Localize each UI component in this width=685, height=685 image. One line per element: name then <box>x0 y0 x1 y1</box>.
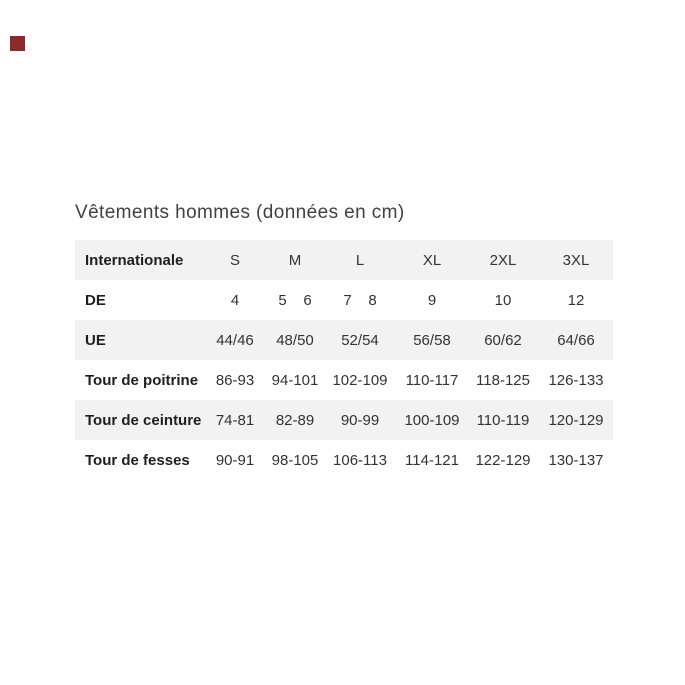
size-value-cell: L <box>355 251 365 269</box>
size-value-cell: 110-117 <box>405 371 459 389</box>
size-guide-section: Vêtements hommes (données en cm) Interna… <box>75 200 613 480</box>
size-value-cell: 56/58 <box>413 331 451 349</box>
row-label: Internationale <box>85 251 184 269</box>
row-label: Tour de ceinture <box>85 411 202 429</box>
size-value-cell: XL <box>422 251 442 269</box>
size-value-cell: 94-101 <box>271 371 319 389</box>
size-value-cell: 114-121 <box>405 451 459 469</box>
size-value-cell: 100-109 <box>404 411 460 429</box>
size-value-cell: 122-129 <box>475 451 531 469</box>
size-value-cell: 44/46 <box>216 331 254 349</box>
row-label: Tour de poitrine <box>85 371 199 389</box>
row-label: DE <box>85 291 106 309</box>
table-row-tour-de-poitrine: Tour de poitrine 86-93 94-101 102-109 11… <box>75 360 613 400</box>
size-value-cell: 90-99 <box>340 411 380 429</box>
size-value-cell: 90-91 <box>215 451 255 469</box>
size-value-cell: 82-89 <box>275 411 315 429</box>
size-value-cell: 60/62 <box>484 331 522 349</box>
size-value-cell: 10 <box>494 291 512 309</box>
size-value-cell: 118-125 <box>476 371 530 389</box>
table-row-tour-de-ceinture: Tour de ceinture 74-81 82-89 90-99 100-1… <box>75 400 613 440</box>
image-placeholder-artifact <box>10 36 25 51</box>
row-label: UE <box>85 331 106 349</box>
size-value-cell: 52/54 <box>341 331 379 349</box>
size-value-cell: 2XL <box>489 251 517 269</box>
size-chart-table: Internationale S M L XL 2XL 3XL DE 4 5 6… <box>75 240 613 480</box>
size-value-cell: 7 8 <box>343 291 377 309</box>
size-value-cell: 5 6 <box>278 291 312 309</box>
table-row-tour-de-fesses: Tour de fesses 90-91 98-105 106-113 114-… <box>75 440 613 480</box>
size-value-cell: 120-129 <box>548 411 604 429</box>
size-value-cell: 12 <box>567 291 585 309</box>
size-value-cell: 98-105 <box>271 451 319 469</box>
size-value-cell: 4 <box>230 291 240 309</box>
size-value-cell: M <box>288 251 302 269</box>
size-value-cell: S <box>229 251 240 269</box>
table-row-de: DE 4 5 6 7 8 9 10 12 <box>75 280 613 320</box>
size-value-cell: 110-119 <box>476 411 530 429</box>
size-value-cell: 102-109 <box>332 371 388 389</box>
row-label: Tour de fesses <box>85 451 190 469</box>
size-value-cell: 3XL <box>562 251 590 269</box>
size-value-cell: 48/50 <box>276 331 314 349</box>
size-value-cell: 64/66 <box>557 331 595 349</box>
table-row-ue: UE 44/46 48/50 52/54 56/58 60/62 64/66 <box>75 320 613 360</box>
size-value-cell: 86-93 <box>215 371 255 389</box>
size-value-cell: 74-81 <box>215 411 255 429</box>
size-value-cell: 126-133 <box>548 371 604 389</box>
size-value-cell: 106-113 <box>333 451 387 469</box>
size-value-cell: 130-137 <box>548 451 604 469</box>
size-value-cell: 9 <box>427 291 437 309</box>
table-row-internationale: Internationale S M L XL 2XL 3XL <box>75 240 613 280</box>
page-title: Vêtements hommes (données en cm) <box>75 202 405 223</box>
